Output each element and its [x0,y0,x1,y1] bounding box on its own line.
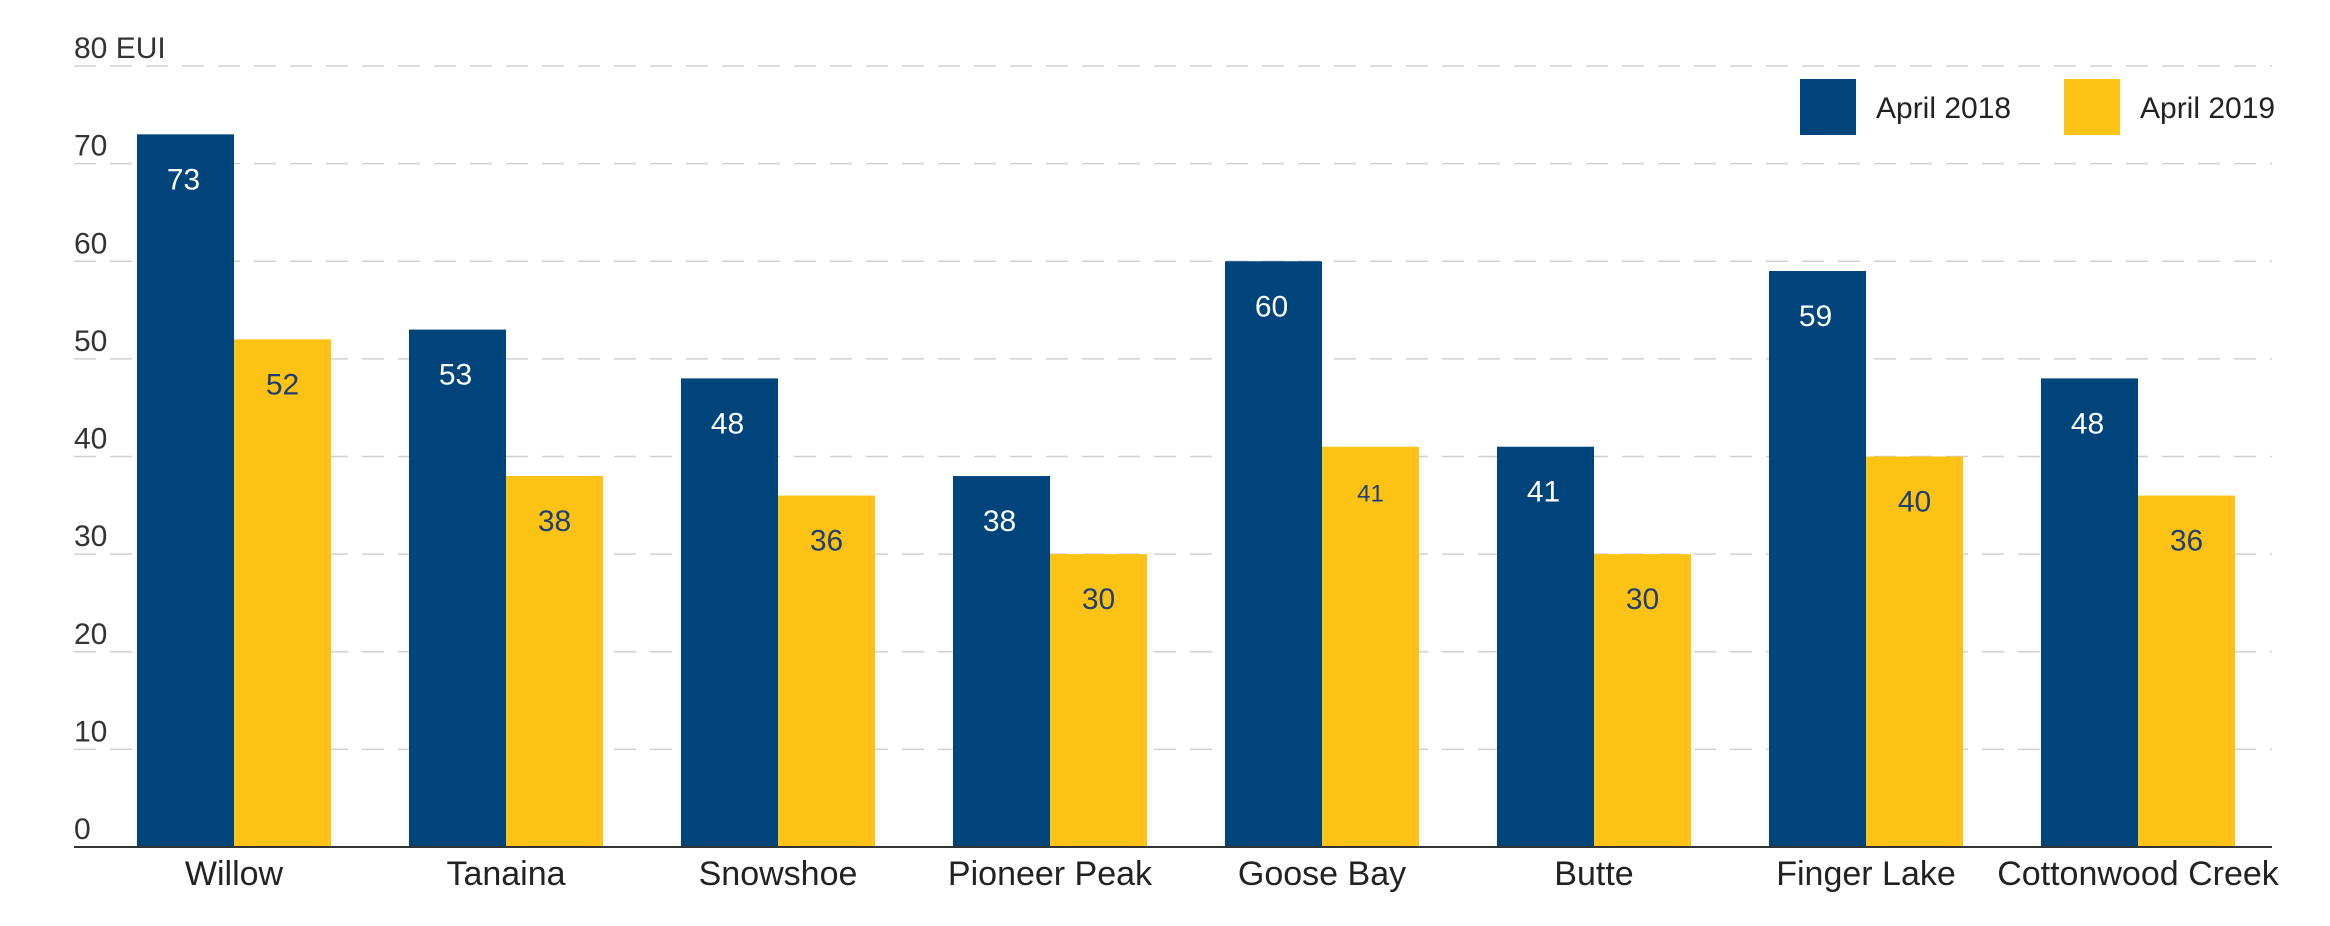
legend: April 2018 April 2019 [1800,79,2275,135]
data-label: 36 [2170,525,2203,558]
data-label: 41 [1357,481,1384,508]
y-tick-label: 60 [74,227,107,260]
category-label: Butte [1554,855,1633,893]
data-label: 41 [1527,476,1560,509]
bar [2138,495,2235,847]
data-label: 60 [1255,290,1288,323]
bar [1050,554,1147,847]
data-label: 38 [538,505,571,538]
y-tick-label: 10 [74,715,107,748]
bar [1225,261,1322,847]
data-label: 53 [439,359,472,392]
category-label: Cottonwood Creek [1997,855,2280,893]
data-label: 48 [711,407,744,440]
y-tick-label: 40 [74,423,107,456]
bar [1866,456,1963,847]
y-tick-label: 50 [74,325,107,358]
legend-label: April 2019 [2140,92,2275,125]
bar [2041,378,2138,847]
bars [137,134,2235,847]
y-tick-label: 80 EUI [74,32,166,65]
x-axis-categories: Willow Tanaina Snowshoe Pioneer Peak Goose B… [185,855,2280,893]
bar [409,329,506,847]
y-tick-label: 20 [74,618,107,651]
category-label: Tanaina [446,855,565,893]
data-label: 52 [266,368,299,401]
y-axis-ticks: 0 10 20 30 40 50 60 70 80 EUI [74,32,166,846]
bar [953,476,1050,847]
category-label: Goose Bay [1238,855,1406,893]
bar [1594,554,1691,847]
bar [681,378,778,847]
data-label: 38 [983,505,1016,538]
y-tick-label: 30 [74,520,107,553]
bar [506,476,603,847]
legend-swatch [1800,79,1856,135]
legend-swatch [2064,79,2120,135]
bar [137,134,234,847]
category-label: Willow [185,855,284,893]
legend-label: April 2018 [1876,92,2011,125]
bar [1769,271,1866,847]
bar [1497,446,1594,847]
y-tick-label: 70 [74,130,107,163]
category-label: Finger Lake [1776,855,1956,893]
data-label: 73 [167,163,200,196]
data-label: 30 [1626,583,1659,616]
data-label: 36 [810,525,843,558]
data-label: 59 [1799,300,1832,333]
data-label: 30 [1082,583,1115,616]
data-labels: 73 52 53 38 48 36 38 30 60 41 41 30 59 40 48 36 [167,163,2203,616]
y-tick-label: 0 [74,813,91,846]
bar [778,495,875,847]
data-label: 48 [2071,407,2104,440]
data-label: 40 [1898,486,1931,519]
bar [234,339,331,847]
category-label: Pioneer Peak [948,855,1153,893]
bar [1322,446,1419,847]
category-label: Snowshoe [699,855,858,893]
